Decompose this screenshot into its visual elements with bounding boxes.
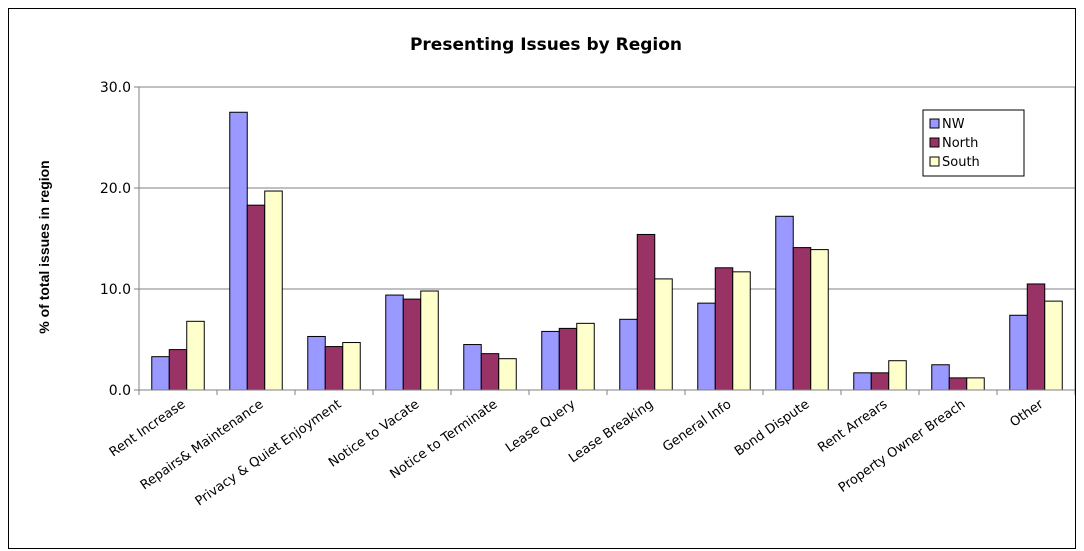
bar-north — [246, 204, 266, 391]
bar-nw — [151, 356, 170, 391]
category-label: Privacy & Quiet Enjoyment — [193, 397, 345, 509]
legend-box — [922, 109, 1025, 177]
category-label: Property Owner Breach — [836, 397, 968, 496]
y-tick-label: 0.0 — [109, 383, 131, 399]
bar-south — [264, 190, 283, 391]
category-label: Lease Query — [503, 397, 579, 456]
bar-south — [654, 278, 673, 391]
y-axis-label: % of total issues in region — [36, 160, 52, 333]
bar-south — [732, 271, 751, 391]
y-tick-label: 30.0 — [100, 80, 131, 96]
bar-nw — [853, 372, 872, 391]
legend: NW North South — [922, 109, 1025, 177]
bar-south — [186, 320, 205, 391]
bar-south — [576, 322, 595, 391]
y-tick-label: 20.0 — [100, 181, 131, 197]
bar-south — [1044, 300, 1063, 391]
bar-south — [810, 249, 829, 391]
bar-north — [480, 353, 500, 391]
bar-nw — [541, 330, 560, 391]
legend-swatch-south — [929, 156, 940, 167]
bar-nw — [1009, 314, 1028, 391]
bar-north — [948, 377, 968, 391]
category-label: Other — [1007, 397, 1046, 431]
legend-label-south: South — [942, 155, 980, 170]
category-label: Rent Increase — [107, 397, 188, 460]
bar-north — [792, 247, 812, 391]
category-label: Repairs& Maintenance — [138, 397, 267, 493]
bar-nw — [229, 111, 248, 391]
legend-swatch-nw — [929, 118, 940, 129]
bar-north — [402, 298, 422, 391]
chart-title: Presenting Issues by Region — [410, 35, 682, 55]
bar-nw — [307, 335, 326, 391]
legend-label-north: North — [942, 136, 978, 151]
bar-nw — [619, 318, 638, 391]
bar-north — [1026, 283, 1046, 391]
category-label: Lease Breaking — [566, 397, 656, 466]
bar-nw — [463, 344, 482, 391]
legend-label-nw: NW — [942, 117, 965, 132]
bar-south — [342, 342, 361, 391]
chart-frame: Presenting Issues by Region % of total i… — [8, 8, 1076, 549]
bar-nw — [697, 302, 716, 391]
bar-north — [324, 346, 344, 391]
bar-north — [870, 372, 890, 391]
bar-south — [498, 358, 517, 391]
bar-nw — [385, 294, 404, 391]
category-label: Bond Dispute — [732, 397, 812, 459]
bar-north — [636, 233, 656, 391]
bar-north — [168, 349, 188, 391]
gridlines — [139, 187, 1075, 290]
category-label: General Info — [660, 397, 734, 455]
bar-south — [420, 290, 439, 391]
bar-south — [966, 377, 985, 391]
legend-swatch-north — [929, 137, 940, 148]
category-label: Rent Arrears — [815, 397, 890, 456]
bar-chart: Presenting Issues by Region % of total i… — [36, 35, 1075, 509]
y-tick-label: 10.0 — [100, 282, 131, 298]
bar-north — [714, 267, 734, 391]
y-axis-ticks: 0.0 10.0 20.0 30.0 — [100, 80, 139, 399]
bar-north — [558, 327, 578, 391]
bar-south — [888, 360, 907, 391]
bar-nw — [775, 215, 794, 391]
bar-nw — [931, 364, 950, 391]
